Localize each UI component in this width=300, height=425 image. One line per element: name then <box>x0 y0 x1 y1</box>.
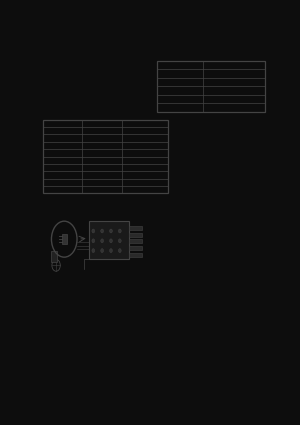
Circle shape <box>101 239 104 243</box>
Circle shape <box>110 249 112 252</box>
Circle shape <box>110 229 112 233</box>
Bar <box>129 240 142 244</box>
Circle shape <box>92 229 95 233</box>
Bar <box>43 120 168 193</box>
Bar <box>52 251 57 262</box>
Bar <box>129 246 142 250</box>
Circle shape <box>110 239 112 243</box>
Circle shape <box>118 229 121 233</box>
Bar <box>129 227 142 230</box>
Circle shape <box>101 249 104 252</box>
Circle shape <box>92 249 95 252</box>
Bar <box>129 233 142 237</box>
Circle shape <box>92 239 95 243</box>
Circle shape <box>101 229 104 233</box>
Bar <box>157 61 266 111</box>
Bar <box>89 221 129 259</box>
Circle shape <box>118 249 121 252</box>
Bar <box>62 234 67 244</box>
Bar <box>129 252 142 257</box>
Circle shape <box>118 239 121 243</box>
